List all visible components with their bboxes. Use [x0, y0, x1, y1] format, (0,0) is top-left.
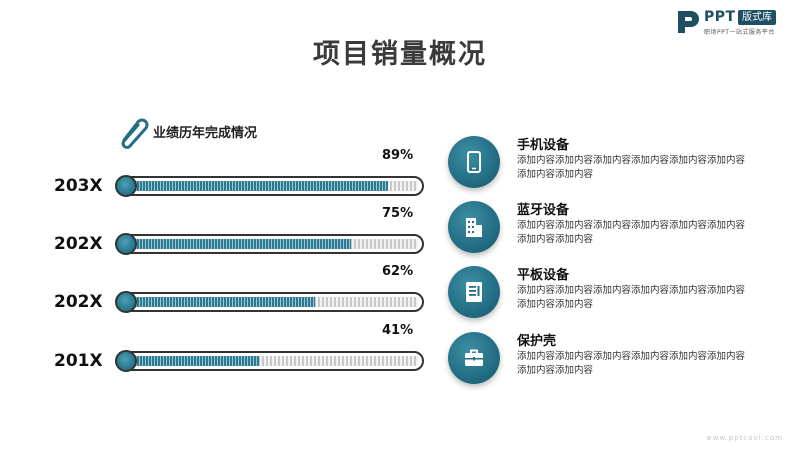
section-label: 业绩历年完成情况: [153, 126, 258, 141]
feature-icon-circle: [448, 136, 500, 188]
bar-row: 201X 41%: [0, 323, 430, 389]
feature-title: 手机设备: [517, 138, 570, 153]
feature-item: 手机设备添加内容添加内容添加内容添加内容添加内容添加内容添加内容添加内容: [448, 136, 758, 196]
bar-row: 203X 89%: [0, 148, 430, 214]
bar-knob: [115, 175, 137, 197]
bar-knob: [115, 291, 137, 313]
feature-icon-circle: [448, 266, 500, 318]
bar-value-label: 89%: [382, 148, 414, 163]
feature-icon-circle: [448, 201, 500, 253]
feature-description: 添加内容添加内容添加内容添加内容添加内容添加内容添加内容添加内容: [517, 220, 746, 245]
bar-knob: [115, 350, 137, 372]
logo-brand-text: PPT: [704, 9, 736, 25]
bar-knob: [115, 233, 137, 255]
logo-tagline: 职场PPT一站式服务平台: [704, 29, 775, 36]
bar-value-label: 41%: [382, 323, 414, 338]
page-title: 项目销量概况: [313, 39, 487, 70]
bar-value-label: 62%: [382, 264, 414, 279]
bar-row: 202X 75%: [0, 206, 430, 272]
footer-url: www.pptcool.com: [706, 434, 783, 442]
logo-badge: 版式库: [738, 10, 776, 25]
bar-track: [118, 292, 424, 312]
bar-fill: [134, 181, 388, 191]
feature-item: 保护壳添加内容添加内容添加内容添加内容添加内容添加内容添加内容添加内容: [448, 332, 758, 392]
bar-fill: [134, 239, 351, 249]
feature-title: 平板设备: [517, 268, 570, 283]
bar-track: [118, 176, 424, 196]
bar-fill: [134, 297, 315, 307]
brand-logo: PPT 版式库 职场PPT一站式服务平台: [676, 8, 796, 38]
feature-description: 添加内容添加内容添加内容添加内容添加内容添加内容添加内容添加内容: [517, 155, 746, 180]
feature-item: 蓝牙设备添加内容添加内容添加内容添加内容添加内容添加内容添加内容添加内容: [448, 201, 758, 261]
feature-item: 平板设备添加内容添加内容添加内容添加内容添加内容添加内容添加内容添加内容: [448, 266, 758, 326]
bar-category-label: 202X: [54, 292, 103, 312]
bar-value-label: 75%: [382, 206, 414, 221]
feature-title: 保护壳: [517, 334, 557, 349]
briefcase-icon: [465, 349, 483, 366]
bar-track: [118, 234, 424, 254]
paperclip-icon: [121, 118, 149, 149]
feature-description: 添加内容添加内容添加内容添加内容添加内容添加内容添加内容添加内容: [517, 285, 746, 310]
bar-track-pattern: [134, 356, 418, 366]
tablet-icon: [466, 282, 482, 302]
logo-mark-icon: [678, 11, 699, 33]
bar-category-label: 203X: [54, 176, 103, 196]
bar-row: 202X 62%: [0, 264, 430, 330]
building-icon: [466, 218, 482, 237]
bar-category-label: 201X: [54, 351, 103, 371]
bar-fill: [134, 356, 259, 366]
feature-title: 蓝牙设备: [517, 203, 570, 218]
feature-description: 添加内容添加内容添加内容添加内容添加内容添加内容添加内容添加内容: [517, 351, 746, 376]
bar-category-label: 202X: [54, 234, 103, 254]
phone-icon: [467, 151, 481, 173]
bar-track: [118, 351, 424, 371]
feature-icon-circle: [448, 332, 500, 384]
